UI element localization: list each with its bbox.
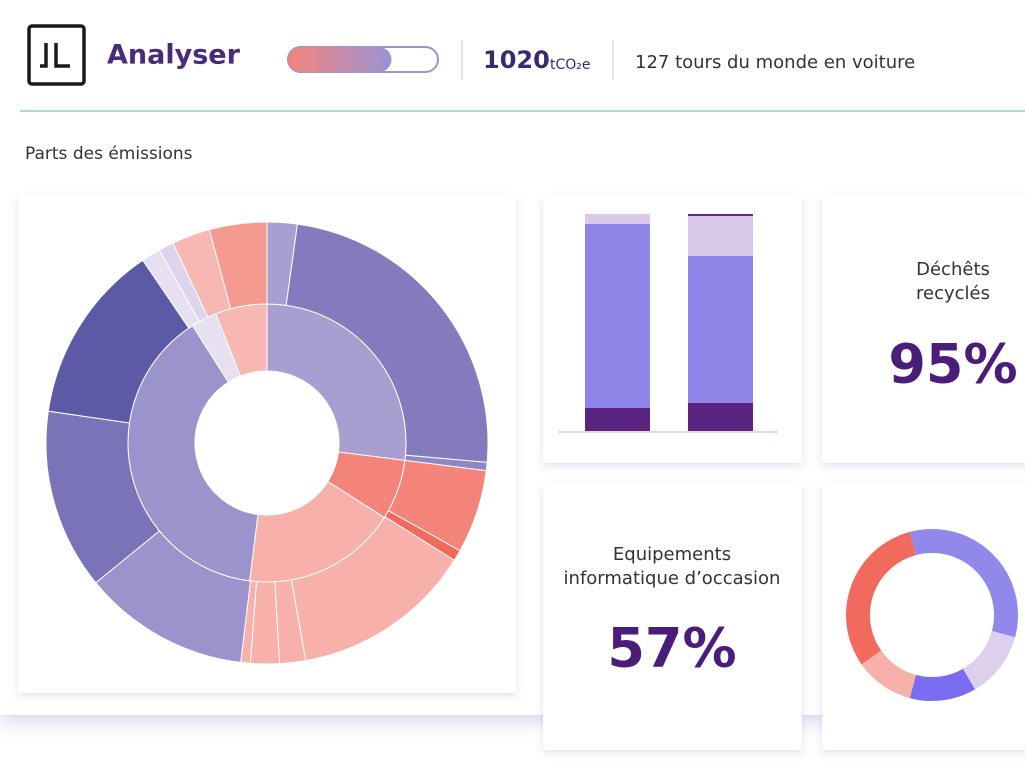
total-unit: tCO₂e — [550, 57, 591, 73]
ring-segment — [909, 668, 975, 702]
sunburst-chart — [45, 221, 489, 665]
bar-segment — [585, 214, 650, 224]
kpi-label: informatique d’occasion — [564, 568, 781, 589]
total-value: 1020 — [483, 46, 550, 74]
logo — [27, 24, 86, 86]
bar-segment — [688, 255, 753, 403]
kpi-texts: Déchêts recyclés 95% Equipements informatiqu… — [564, 259, 1018, 680]
bar-segment — [688, 214, 753, 216]
kpi-label: Déchêts — [916, 259, 990, 280]
kpi-value: 57% — [607, 617, 736, 680]
donut-chart — [845, 529, 1018, 702]
header-bg — [0, 0, 1025, 120]
kpi-card — [543, 484, 802, 750]
bars-card — [543, 196, 802, 463]
ring-segment — [861, 650, 916, 699]
bar-segment — [688, 402, 753, 431]
ring-segment — [963, 631, 1016, 690]
kpi-label: Equipements — [613, 544, 731, 565]
progress-fill — [288, 47, 392, 72]
ring-segment — [285, 223, 489, 463]
app-title: Analyser — [107, 40, 241, 71]
kpi-value: 95% — [888, 333, 1017, 396]
ring-segment — [909, 529, 1018, 638]
section-title: Parts des émissions — [25, 144, 193, 164]
bar-segment — [585, 223, 650, 408]
kpi-card — [822, 196, 1025, 463]
kpi-label: recyclés — [916, 283, 990, 304]
bar-segment — [585, 407, 650, 431]
ring-segment — [208, 221, 268, 310]
bar-segment — [688, 215, 753, 256]
equivalence: 127 tours du monde en voiture — [635, 52, 915, 73]
ring-segment — [845, 531, 916, 665]
stacked-bar-chart — [558, 214, 778, 433]
